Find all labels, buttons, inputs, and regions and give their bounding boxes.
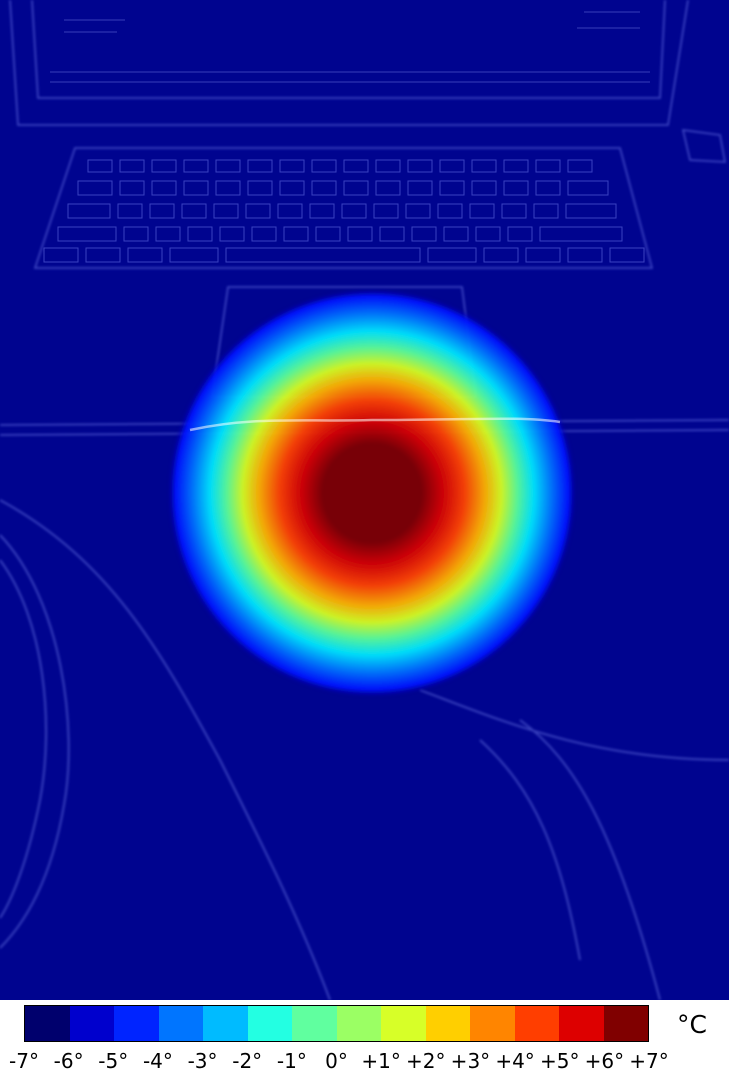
thermal-hotspot-trackpad-reflection (189, 417, 561, 432)
tick-label: +3° (450, 1049, 491, 1073)
thermal-image-svg (0, 0, 729, 1000)
scale-segment (425, 1006, 470, 1041)
desk-cable-outline (0, 499, 729, 1000)
thermal-hotspot (167, 288, 577, 698)
laptop-screen-bezel (31, 0, 666, 99)
tick-label: +1° (361, 1049, 401, 1073)
tick-label: -5° (98, 1049, 129, 1073)
tick-label: +2° (406, 1049, 446, 1073)
temperature-unit-label: °C (677, 1010, 707, 1039)
scale-segment (603, 1006, 648, 1041)
scale-segment (69, 1006, 114, 1041)
thermal-hotspot-glow (167, 288, 577, 698)
tick-label: +4° (495, 1049, 535, 1073)
screen-reflection-marks (50, 11, 650, 83)
scale-segment (559, 1006, 604, 1041)
scale-segment (203, 1006, 248, 1041)
scale-segment (470, 1006, 515, 1041)
temperature-scale-bar (24, 1005, 649, 1042)
tick-label: -3° (187, 1049, 218, 1073)
tick-label: -4° (142, 1049, 173, 1073)
scale-segment (292, 1006, 337, 1041)
thermal-image (0, 0, 729, 1000)
laptop-side-port (682, 129, 726, 163)
tick-label: +7° (629, 1049, 669, 1073)
tick-label: -6° (53, 1049, 84, 1073)
scale-segment (381, 1006, 426, 1041)
tick-label: +6° (584, 1049, 625, 1073)
scale-segment (114, 1006, 159, 1041)
tick-label: -2° (232, 1049, 263, 1073)
scale-segment (336, 1006, 381, 1041)
tick-label: +5° (539, 1049, 580, 1073)
scale-segment (158, 1006, 203, 1041)
temperature-tick-row: -7° -6° -5° -4° -3° -2° -1° 0° +1° +2° +… (0, 1048, 729, 1074)
laptop-screen-outline (9, 0, 689, 126)
scale-segment (25, 1006, 70, 1041)
keyboard-keys (43, 159, 645, 263)
tick-label: 0° (325, 1049, 348, 1073)
scale-segment (247, 1006, 292, 1041)
tick-label: -7° (9, 1049, 39, 1073)
laptop-keyboard-outline (33, 147, 653, 269)
tick-label: -1° (276, 1049, 307, 1073)
temperature-colorbar: °C -7° -6° -5° -4° -3° -2° -1° 0° +1° +2… (0, 1000, 729, 1078)
scale-segment (514, 1006, 559, 1041)
